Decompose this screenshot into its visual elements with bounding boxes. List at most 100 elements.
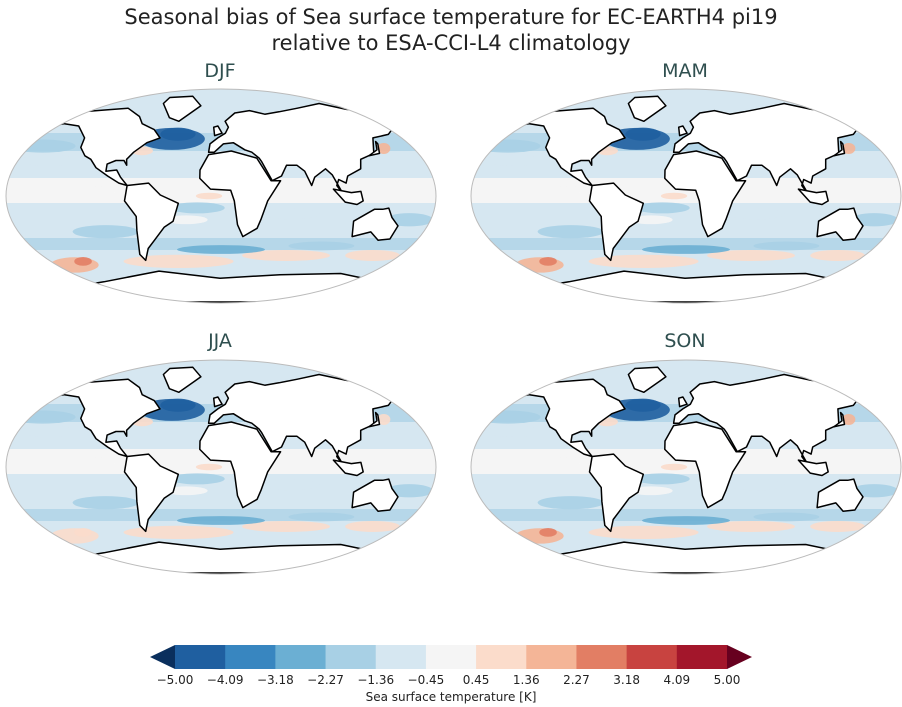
panel-title-mam: MAM (662, 60, 708, 82)
colorbar-tick-label: 1.36 (512, 673, 540, 687)
colorbar (150, 645, 752, 669)
continent-north-america (51, 378, 161, 458)
continent-indonesia (332, 459, 364, 477)
bias-region (753, 512, 820, 522)
bias-region (729, 208, 785, 220)
bias-region (264, 208, 320, 220)
bias-region (377, 413, 391, 425)
bias-region (642, 516, 730, 525)
map-content (6, 360, 436, 574)
continent-africa (664, 421, 747, 509)
continent-uk (212, 396, 223, 408)
map-mam (470, 88, 902, 304)
bias-region (160, 398, 196, 412)
bias-region (20, 425, 76, 437)
bias-region (195, 463, 223, 471)
bias-region (20, 154, 76, 166)
bias-region (634, 473, 690, 485)
map-content (471, 360, 901, 574)
continent-eurasia (207, 373, 401, 466)
bias-region (810, 520, 866, 532)
colorbar-tick-label: −2.27 (307, 673, 344, 687)
bias-region (634, 202, 690, 214)
colorbar-tick-label: 2.27 (563, 673, 590, 687)
continent-africa (199, 421, 282, 509)
bias-region (74, 186, 130, 194)
continent-japan (368, 411, 381, 428)
colorbar-tick-label: −0.45 (407, 673, 445, 687)
colorbar-under-triangle (150, 645, 175, 669)
map-jja (5, 359, 437, 575)
bias-region (849, 484, 899, 498)
bias-region (485, 154, 541, 166)
continent-south-america (588, 182, 645, 262)
bias-region (177, 516, 265, 525)
map-outline (470, 88, 902, 304)
map-outline (470, 359, 902, 575)
colorbar-segment (526, 645, 577, 669)
bias-region (72, 225, 139, 239)
continent-south-america (123, 182, 180, 262)
bias-region (588, 254, 699, 268)
continent-australia (816, 478, 864, 512)
continent-uk (212, 125, 223, 137)
bias-region (474, 139, 541, 153)
bias-region (539, 457, 595, 465)
bias-region (288, 241, 355, 251)
bias-region (625, 398, 661, 412)
bias-region (288, 512, 355, 522)
colorbar-tick-label: 0.45 (462, 673, 490, 687)
bias-region (539, 256, 557, 266)
continent-greenland (162, 95, 202, 123)
colorbar-segment (175, 645, 226, 669)
continent-south-america (588, 453, 645, 533)
continent-south-america (123, 453, 180, 533)
colorbar-tick-label: −1.36 (357, 673, 395, 687)
bias-region (474, 410, 541, 424)
colorbar-segment (425, 645, 477, 669)
bias-region (729, 479, 785, 491)
continent-africa (199, 150, 282, 238)
colorbar-tick-label: 3.18 (613, 673, 640, 687)
continent-indonesia (332, 188, 364, 206)
bias-region (539, 527, 557, 537)
continent-greenland (627, 366, 667, 394)
continent-uk (677, 125, 688, 137)
bias-region (123, 254, 234, 268)
colorbar-segment (626, 645, 678, 669)
colorbar-tick-label: −4.09 (206, 673, 244, 687)
bias-region (642, 245, 730, 254)
panel-title-djf: DJF (204, 60, 236, 82)
figure-title-line1: Seasonal bias of Sea surface temperature… (124, 5, 778, 29)
continent-indonesia (797, 459, 829, 477)
bias-region (660, 192, 688, 200)
continent-japan (833, 411, 846, 428)
bias-region (537, 225, 604, 239)
colorbar-segment (225, 645, 276, 669)
map-outline (5, 359, 437, 575)
bias-region (377, 142, 391, 154)
continent-north-america (516, 107, 626, 187)
bias-region (169, 202, 225, 214)
bias-region (160, 127, 196, 141)
bias-region (195, 192, 223, 200)
colorbar-segment (325, 645, 377, 669)
bias-region (537, 496, 604, 510)
bias-region (849, 213, 899, 227)
colorbar-tick-label: 5.00 (713, 673, 741, 687)
bias-region (177, 245, 265, 254)
bias-region (242, 520, 331, 532)
map-djf (5, 88, 437, 304)
bias-region (753, 241, 820, 251)
map-son (470, 359, 902, 575)
colorbar-over-triangle (727, 645, 752, 669)
panel-title-son: SON (664, 330, 706, 352)
bias-region (384, 213, 434, 227)
continent-australia (816, 207, 864, 241)
bias-region (264, 479, 320, 491)
colorbar-segment (275, 645, 327, 669)
map-outline (5, 88, 437, 304)
bias-region (539, 186, 595, 194)
bias-region (485, 425, 541, 437)
continent-north-america (516, 378, 626, 458)
